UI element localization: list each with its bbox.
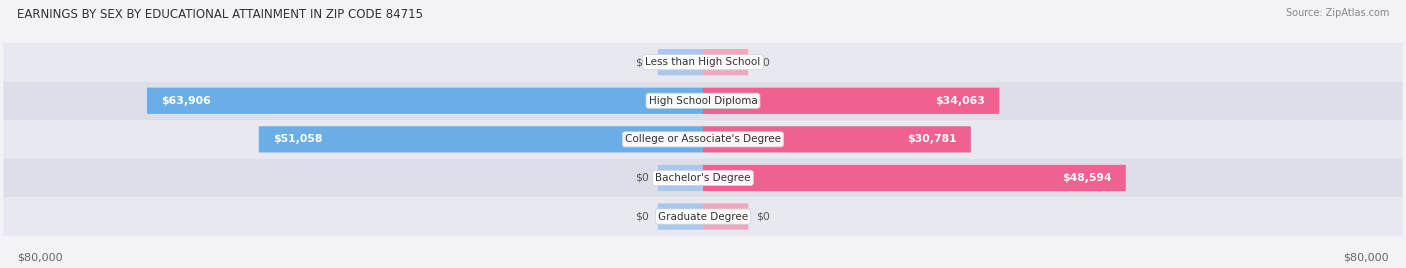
Text: $0: $0 [756,57,770,67]
FancyBboxPatch shape [3,197,1403,236]
FancyBboxPatch shape [148,88,703,114]
Text: Less than High School: Less than High School [645,57,761,67]
Text: Bachelor's Degree: Bachelor's Degree [655,173,751,183]
Text: College or Associate's Degree: College or Associate's Degree [626,134,780,144]
Text: $0: $0 [756,211,770,222]
Text: $34,063: $34,063 [935,96,986,106]
Text: $0: $0 [636,173,650,183]
FancyBboxPatch shape [3,120,1403,159]
FancyBboxPatch shape [658,203,703,230]
Text: $30,781: $30,781 [907,134,957,144]
Text: Source: ZipAtlas.com: Source: ZipAtlas.com [1285,8,1389,18]
FancyBboxPatch shape [703,88,1000,114]
Text: High School Diploma: High School Diploma [648,96,758,106]
FancyBboxPatch shape [658,165,703,191]
FancyBboxPatch shape [703,165,1126,191]
Text: Graduate Degree: Graduate Degree [658,211,748,222]
FancyBboxPatch shape [3,81,1403,120]
Text: $48,594: $48,594 [1063,173,1112,183]
FancyBboxPatch shape [3,159,1403,197]
FancyBboxPatch shape [658,49,703,75]
FancyBboxPatch shape [3,43,1403,81]
Text: EARNINGS BY SEX BY EDUCATIONAL ATTAINMENT IN ZIP CODE 84715: EARNINGS BY SEX BY EDUCATIONAL ATTAINMEN… [17,8,423,21]
FancyBboxPatch shape [259,126,703,152]
FancyBboxPatch shape [703,126,970,152]
FancyBboxPatch shape [703,49,748,75]
Text: $80,000: $80,000 [17,252,62,262]
Text: $80,000: $80,000 [1344,252,1389,262]
Text: $0: $0 [636,211,650,222]
FancyBboxPatch shape [703,203,748,230]
Text: $51,058: $51,058 [273,134,322,144]
Text: $63,906: $63,906 [160,96,211,106]
Text: $0: $0 [636,57,650,67]
